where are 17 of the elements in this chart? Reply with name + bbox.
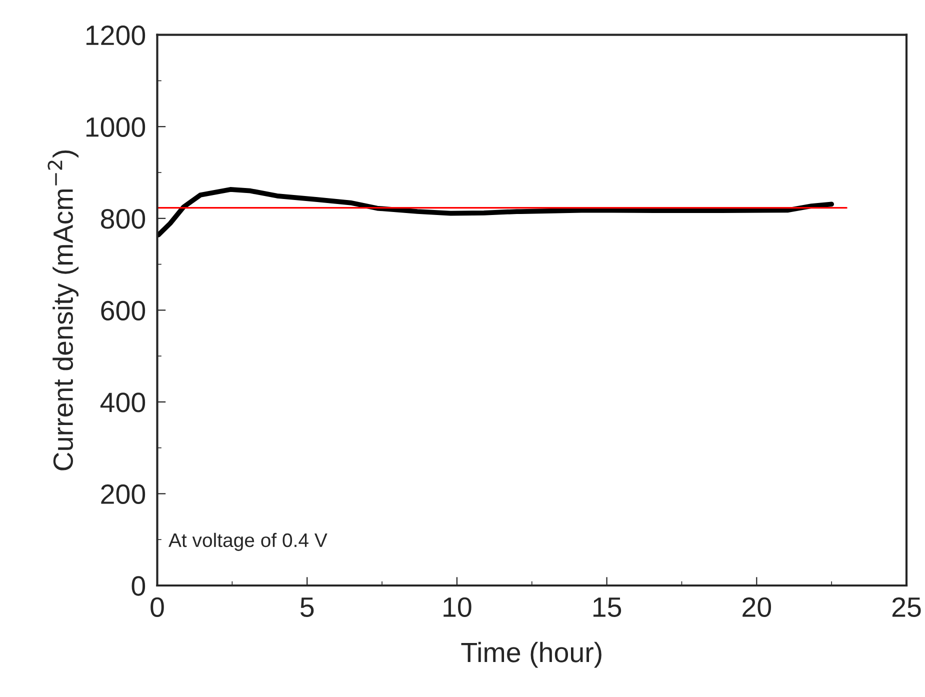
- annotation: At voltage of 0.4 V: [168, 532, 328, 551]
- x-tick-label: 0: [150, 597, 164, 617]
- x-tick-label: 15: [593, 598, 622, 617]
- line-series: [157, 187, 834, 238]
- y-tick-label: 1000: [86, 117, 146, 137]
- y-axis-title: Current density (mAcm$^{−2}$): [48, 150, 79, 470]
- y-tick-label: 1200: [86, 26, 146, 46]
- x-tick-label: 20: [742, 597, 772, 617]
- x-tick-label: 5: [300, 598, 314, 617]
- x-axis-title: Time (hour): [461, 642, 602, 668]
- y-tick-label: 0: [132, 576, 146, 596]
- y-tick-label: 200: [101, 484, 146, 504]
- x-tick-label: 25: [892, 597, 921, 617]
- x-tick-label: 10: [444, 597, 472, 617]
- y-tick-label: 400: [100, 392, 146, 412]
- y-tick-label: 600: [101, 300, 146, 321]
- y-tick-label: 800: [101, 209, 146, 229]
